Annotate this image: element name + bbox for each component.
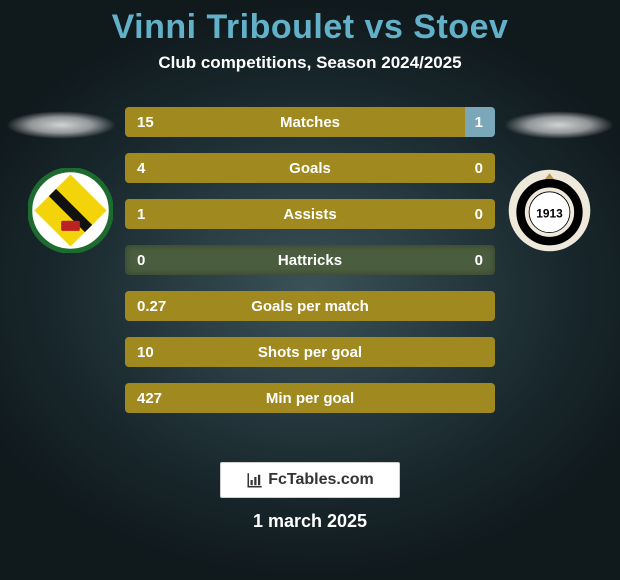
stat-row: 151Matches: [125, 107, 495, 137]
stat-row: 0 0Hattricks: [125, 245, 495, 275]
stat-value-right: 0: [463, 153, 495, 183]
stat-value-left: 0: [125, 245, 157, 275]
stat-label: Hattricks: [125, 245, 495, 275]
shadow-ellipse-left: [6, 111, 116, 139]
stat-row: 40Goals: [125, 153, 495, 183]
content-root: Vinni Triboulet vs Stoev Club competitio…: [0, 0, 620, 580]
comparison-arena: 1913 151Matches40Goals10Assists00Hattric…: [0, 73, 620, 580]
stat-seg-left: [125, 291, 495, 321]
svg-text:1913: 1913: [536, 206, 563, 220]
stat-row: 427Min per goal: [125, 383, 495, 413]
stat-row: 0.27Goals per match: [125, 291, 495, 321]
stat-value-right: 0: [463, 245, 495, 275]
team-badge-left: [28, 168, 113, 253]
brand-footer[interactable]: FcTables.com: [220, 462, 400, 498]
stat-value-left: 0.27: [125, 291, 178, 321]
stat-seg-left: [125, 337, 495, 367]
stat-value-left: 10: [125, 337, 166, 367]
stat-value-left: 4: [125, 153, 157, 183]
stat-value-left: 427: [125, 383, 174, 413]
team-badge-right: 1913: [507, 168, 592, 253]
stat-row: 10Assists: [125, 199, 495, 229]
stat-value-left: 1: [125, 199, 157, 229]
chart-icon: [246, 471, 264, 489]
stat-seg-left: [125, 199, 495, 229]
stat-value-right: [471, 291, 495, 321]
stat-value-right: 1: [463, 107, 495, 137]
brand-text: FcTables.com: [268, 471, 374, 489]
stat-seg-left: [125, 383, 495, 413]
page-title: Vinni Triboulet vs Stoev: [112, 8, 509, 47]
stat-value-right: [471, 337, 495, 367]
stat-seg-left: [125, 153, 495, 183]
comparison-date: 1 march 2025: [253, 511, 367, 532]
stat-value-right: [471, 383, 495, 413]
stat-row: 10Shots per goal: [125, 337, 495, 367]
shadow-ellipse-right: [504, 111, 614, 139]
stat-value-left: 15: [125, 107, 166, 137]
stat-seg-left: [125, 107, 465, 137]
stat-bars: 151Matches40Goals10Assists00Hattricks0.2…: [125, 107, 495, 413]
page-subtitle: Club competitions, Season 2024/2025: [158, 53, 461, 73]
stat-value-right: 0: [463, 199, 495, 229]
